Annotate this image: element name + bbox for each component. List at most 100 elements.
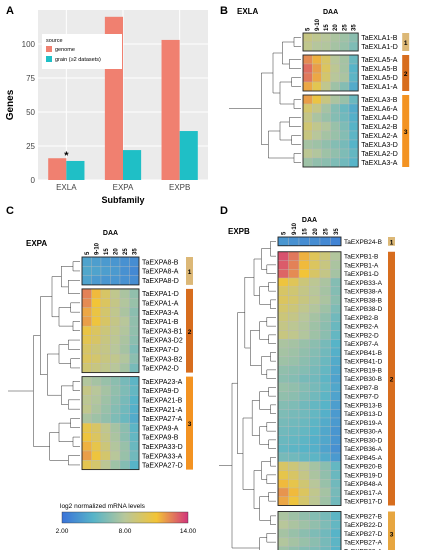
heatmap-cell: [319, 339, 331, 349]
heatmap-cell: [110, 422, 121, 433]
gene-label: TaEXLA5-D: [361, 75, 398, 82]
heatmap-cell: [129, 266, 140, 276]
heatmap-cell: [339, 63, 350, 74]
heatmap-cell: [348, 72, 359, 83]
heatmap-cell: [277, 365, 289, 375]
heatmap-cell: [309, 356, 321, 366]
heatmap-cell: [110, 298, 121, 308]
x-axis-label: Subfamily: [101, 195, 144, 205]
heatmap-cell: [298, 304, 310, 314]
heatmap-cell: [119, 363, 130, 373]
heatmap-cell: [319, 269, 331, 279]
heatmap-cell: [277, 435, 289, 445]
heatmap-cell: [348, 63, 359, 74]
heatmap-cell: [298, 236, 310, 246]
heatmap-cell: [100, 256, 111, 267]
heatmap-cell: [110, 376, 121, 387]
heatmap-cell: [81, 316, 92, 327]
heatmap-cell: [309, 286, 321, 296]
daa-column-label: 15: [302, 228, 308, 235]
dendrogram-branch: [266, 422, 276, 432]
heatmap-cell: [302, 41, 313, 52]
dendrogram-branch: [291, 135, 301, 145]
heatmap-cell: [288, 461, 300, 471]
dendrogram-branch: [270, 404, 276, 414]
dendrogram-branch: [261, 461, 271, 480]
heatmap-cell: [330, 295, 342, 305]
heatmap-cell: [288, 321, 300, 331]
heatmap-cell: [277, 426, 289, 436]
heatmap-cell: [129, 325, 140, 336]
group-color-bar: [388, 511, 395, 555]
heatmap-cell: [339, 157, 350, 168]
color-scale-title: log2 normalized mRNA levels: [60, 503, 146, 510]
heatmap-cell: [348, 54, 359, 65]
group-box: [302, 32, 359, 52]
heatmap-cell: [309, 251, 321, 261]
heatmap-cell: [91, 363, 102, 373]
heatmap-cell: [298, 382, 310, 392]
heatmap-cell: [330, 304, 342, 314]
heatmap-cell: [321, 41, 331, 52]
heatmap-cell: [110, 385, 121, 396]
heatmap-cell: [298, 269, 310, 279]
heatmap-cell: [100, 460, 111, 470]
heatmap-cell: [298, 260, 310, 270]
color-scale-max: 14.00: [180, 528, 197, 535]
gene-label: TaEXPA3-A: [142, 310, 179, 317]
heatmap-cell: [302, 103, 313, 114]
heatmap-cell: [319, 260, 331, 270]
gene-label: TaEXPB1-A: [344, 262, 379, 269]
gene-label: TaEXPB7-B: [344, 385, 378, 392]
heatmap-cell: [277, 286, 289, 296]
heatmap-cell: [319, 520, 331, 530]
heatmap-cell: [309, 339, 321, 349]
dendrogram-branch: [259, 321, 269, 340]
chart-legend: source genome grain (≥2 datasets): [42, 34, 122, 69]
heatmap-cell: [91, 288, 102, 299]
group-box: [277, 511, 342, 555]
heatmap-cell: [100, 298, 111, 308]
heatmap-cell: [81, 395, 92, 405]
heatmap-cell: [312, 32, 322, 43]
heatmap-cell: [330, 479, 342, 489]
dendrogram-branch: [293, 37, 301, 47]
dendrogram-branch: [72, 261, 80, 272]
heatmap-cell: [288, 347, 300, 357]
heatmap-cell: [319, 528, 331, 538]
gene-label: TaEXPA23-A: [142, 379, 183, 386]
heatmap-cell: [309, 312, 321, 322]
heatmap-cell: [348, 32, 359, 43]
dendrogram-branch: [253, 470, 262, 509]
heatmap-cell: [321, 112, 331, 123]
bar-expb-grain: [179, 131, 198, 180]
heatmap-cell: [81, 298, 92, 308]
heatmap-cell: [129, 450, 140, 461]
heatmap-cell: [302, 63, 313, 74]
heatmap-cell: [277, 496, 289, 506]
heatmap-cell: [330, 330, 342, 340]
dendrogram-branch: [244, 277, 254, 349]
heatmap-cell: [119, 432, 130, 442]
gene-label: TaEXLA2-A: [361, 133, 398, 140]
dendrogram-branch: [68, 455, 80, 466]
heatmap-cell: [302, 72, 313, 83]
heatmap-cell: [119, 307, 130, 317]
heatmap-cell: [298, 479, 310, 489]
heatmap-cell: [330, 537, 342, 547]
dendrogram-branch: [261, 248, 271, 270]
heatmap-cell: [298, 537, 310, 547]
heatmap-cell: [91, 266, 102, 276]
heatmap-cell: [321, 72, 331, 83]
heatmap-cell: [330, 461, 342, 471]
group-label: 1: [188, 269, 192, 276]
heatmap-cell: [81, 441, 92, 452]
gene-label: TaEXLA1-B: [361, 35, 398, 42]
heatmap-cell: [288, 452, 300, 462]
heatmap-cell: [288, 426, 300, 436]
gene-label: TaEXPA9-B: [142, 435, 179, 442]
heatmap-cell: [277, 260, 289, 270]
heatmap-cell: [277, 461, 289, 471]
heatmap-cell: [330, 511, 342, 521]
heatmap-cell: [277, 444, 289, 454]
